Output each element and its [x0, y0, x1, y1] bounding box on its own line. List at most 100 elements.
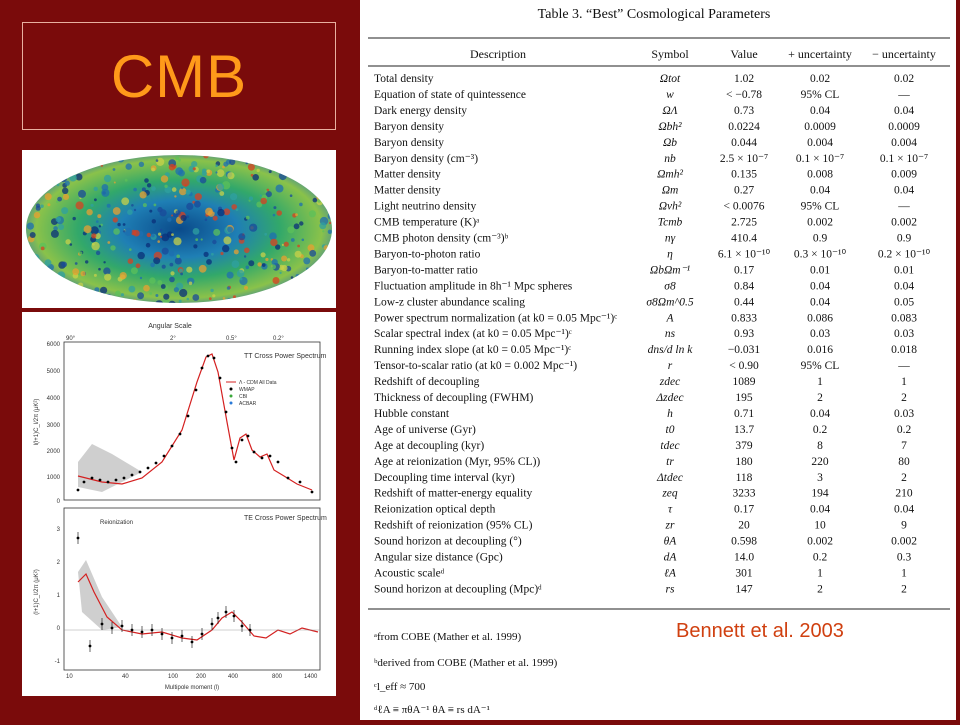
row-value: −0.031 [728, 344, 761, 356]
power-spectrum-figure: Angular Scale 90° 2° 0.5° 0.2° 6000 5000… [34, 323, 327, 691]
table-row: Thickness of decoupling (FWHM) Δzdec 195 2 2 [374, 392, 907, 404]
sky-fluctuation-spot [31, 253, 40, 263]
row-plus-uncertainty: 95% CL [801, 89, 840, 101]
sky-fluctuation-spot [85, 260, 89, 264]
sky-fluctuation-spot [117, 222, 121, 227]
row-minus-uncertainty: 0.002 [891, 217, 917, 229]
row-minus-uncertainty: 0.05 [894, 296, 914, 308]
sky-fluctuation-spot [124, 178, 128, 182]
sky-fluctuation-spot [245, 265, 250, 270]
sky-fluctuation-spot [259, 155, 265, 157]
sky-fluctuation-spot [37, 150, 40, 152]
te-data-points [76, 532, 252, 652]
sky-fluctuation-spot [93, 273, 97, 277]
tt-data-point [218, 376, 222, 380]
sky-fluctuation-spot [73, 155, 82, 162]
row-plus-uncertainty: 3 [817, 472, 823, 484]
sky-fluctuation-spot [257, 262, 262, 267]
sky-fluctuation-spot [107, 241, 111, 244]
sky-fluctuation-spot [159, 209, 167, 217]
sky-fluctuation-spot [98, 225, 102, 228]
tt-data-point [76, 488, 80, 492]
row-plus-uncertainty: 0.004 [807, 137, 833, 149]
row-symbol: σ8Ωm^0.5 [646, 296, 694, 308]
sky-fluctuation-spot [198, 264, 207, 273]
sky-fluctuation-spot [91, 233, 97, 239]
row-symbol: Ωνh² [659, 201, 682, 213]
sky-fluctuation-spot [323, 159, 331, 167]
table-row: Dark energy density ΩΛ 0.73 0.04 0.04 [374, 105, 914, 117]
sky-fluctuation-spot [33, 211, 41, 219]
row-value: 1.02 [734, 73, 754, 85]
sky-fluctuation-spot [113, 228, 120, 235]
legend-item: ACBAR [239, 401, 257, 407]
row-description: CMB temperature (K)ᵃ [374, 217, 479, 229]
sky-fluctuation-spot [149, 277, 156, 284]
sky-fluctuation-spot [141, 187, 146, 192]
row-minus-uncertainty: 0.002 [891, 536, 917, 548]
te-x-tick: 100 [168, 674, 179, 680]
sky-fluctuation-spot [281, 243, 284, 246]
te-x-label: Multipole moment (l) [165, 685, 219, 691]
sky-fluctuation-spot [91, 297, 96, 302]
sky-fluctuation-spot [46, 274, 51, 279]
tt-y-tick: 5000 [47, 369, 61, 375]
sky-fluctuation-spot [150, 262, 155, 268]
sky-fluctuation-spot [77, 150, 79, 151]
sky-fluctuation-spot [26, 265, 29, 274]
row-symbol: Ωtot [660, 73, 681, 85]
table-body: Total density Ωtot 1.02 0.02 0.02 Equation of… [374, 73, 931, 595]
tt-y-ticks: 6000 5000 4000 3000 2000 1000 0 [47, 342, 61, 505]
row-minus-uncertainty: 0.03 [894, 408, 914, 420]
tt-data-point [200, 366, 204, 370]
te-data-point [224, 610, 228, 614]
sky-fluctuation-spot [307, 244, 315, 252]
sky-fluctuation-spot [236, 269, 245, 278]
legend-item: WMAP [239, 387, 255, 393]
sky-fluctuation-spot [127, 258, 134, 264]
sky-fluctuation-spot [239, 277, 243, 281]
sky-fluctuation-spot [306, 267, 309, 271]
row-symbol: t0 [666, 424, 675, 436]
sky-fluctuation-spot [57, 292, 65, 300]
sky-fluctuation-spot [245, 161, 248, 165]
parameters-table-panel: Table 3. “Best” Cosmological Parameters … [360, 0, 956, 720]
row-description: Low-z cluster abundance scaling [374, 296, 525, 308]
te-data-point [216, 616, 220, 620]
sky-fluctuation-spot [267, 155, 275, 156]
sky-fluctuation-spot [297, 155, 304, 161]
row-value: < 0.0076 [724, 201, 765, 213]
sky-fluctuation-spot [55, 216, 61, 223]
sky-fluctuation-spot [103, 267, 111, 275]
sky-fluctuation-spot [67, 155, 73, 158]
sky-fluctuation-spot [44, 193, 52, 201]
sky-fluctuation-spot [286, 258, 291, 262]
table-row: Tensor-to-scalar ratio (at k0 = 0.002 Mp… [374, 360, 910, 372]
te-y-tick: -1 [55, 659, 61, 665]
sky-fluctuation-spot [326, 249, 332, 255]
te-x-tick: 200 [196, 674, 207, 680]
sky-fluctuation-spot [208, 297, 212, 300]
sky-fluctuation-spot [223, 301, 228, 303]
sky-fluctuation-spot [119, 272, 127, 280]
sky-fluctuation-spot [265, 191, 272, 198]
sky-fluctuation-spot [26, 171, 33, 178]
sky-fluctuation-spot [178, 299, 182, 303]
sky-fluctuation-spot [168, 163, 176, 171]
sky-fluctuation-spot [293, 277, 299, 283]
row-plus-uncertainty: 0.008 [807, 169, 833, 181]
row-symbol: tdec [660, 440, 679, 452]
tt-data-point [82, 480, 86, 484]
row-symbol: Ωm [662, 185, 679, 197]
sky-fluctuation-spot [130, 267, 138, 275]
sky-fluctuation-spot [90, 203, 94, 207]
sky-fluctuation-spot [82, 158, 90, 166]
sky-fluctuation-spot [82, 295, 89, 301]
sky-fluctuation-spot [26, 222, 34, 230]
sky-fluctuation-spot [132, 299, 138, 303]
row-symbol: ΩΛ [662, 105, 677, 117]
sky-fluctuation-spot [26, 200, 29, 207]
footnote: ᶜl_eff ≈ 700 [374, 681, 426, 693]
sky-fluctuation-spot [114, 307, 116, 308]
row-plus-uncertainty: 220 [811, 456, 829, 468]
